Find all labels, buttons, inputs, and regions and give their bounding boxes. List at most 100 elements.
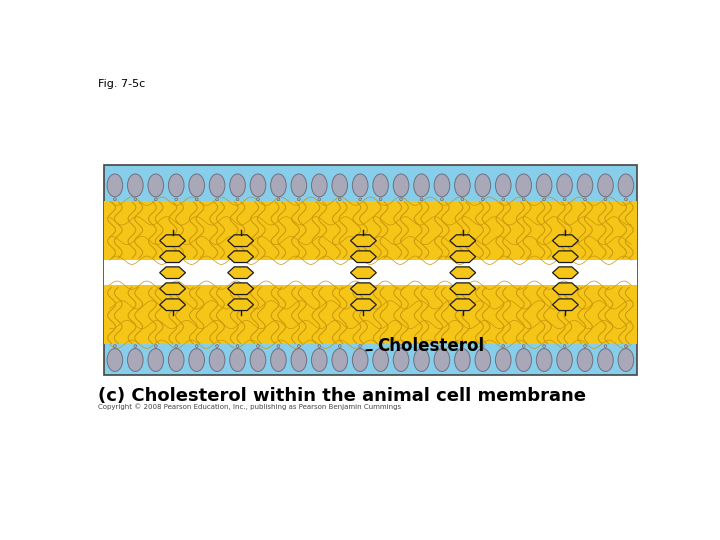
Ellipse shape [189,174,204,197]
Ellipse shape [441,345,444,348]
Ellipse shape [291,349,307,372]
Ellipse shape [230,349,246,372]
Ellipse shape [414,174,429,197]
Ellipse shape [148,174,163,197]
Ellipse shape [338,198,341,201]
Ellipse shape [598,174,613,197]
Ellipse shape [210,174,225,197]
Ellipse shape [352,174,368,197]
Text: Copyright © 2008 Pearson Education, Inc., publishing as Pearson Benjamin Cumming: Copyright © 2008 Pearson Education, Inc.… [99,404,402,410]
Ellipse shape [210,349,225,372]
Ellipse shape [277,198,280,201]
Ellipse shape [134,345,137,348]
Ellipse shape [393,349,409,372]
Polygon shape [552,267,578,279]
Polygon shape [450,251,476,262]
Ellipse shape [373,174,388,197]
Ellipse shape [584,198,586,201]
Ellipse shape [379,198,382,201]
Polygon shape [228,251,253,262]
Ellipse shape [359,198,361,201]
Polygon shape [160,235,186,246]
Ellipse shape [312,349,327,372]
Ellipse shape [461,345,464,348]
Ellipse shape [516,349,531,372]
Ellipse shape [414,349,429,372]
Text: Cholesterol: Cholesterol [366,337,485,355]
Ellipse shape [373,349,388,372]
Polygon shape [160,267,186,279]
Bar [104,285,637,344]
Polygon shape [552,235,578,246]
Ellipse shape [332,174,348,197]
Ellipse shape [168,174,184,197]
Ellipse shape [236,198,239,201]
Ellipse shape [495,174,511,197]
Ellipse shape [291,174,307,197]
Ellipse shape [189,349,204,372]
Ellipse shape [338,345,341,348]
Ellipse shape [598,349,613,372]
Ellipse shape [250,349,266,372]
Ellipse shape [434,174,450,197]
Ellipse shape [441,198,444,201]
Polygon shape [552,283,578,294]
Polygon shape [351,267,377,279]
Polygon shape [351,283,377,294]
Ellipse shape [400,345,402,348]
Ellipse shape [536,349,552,372]
Ellipse shape [318,345,320,348]
Ellipse shape [557,349,572,372]
Ellipse shape [604,198,607,201]
Ellipse shape [216,198,218,201]
Polygon shape [351,251,377,262]
Ellipse shape [482,198,485,201]
Ellipse shape [107,349,122,372]
Ellipse shape [297,198,300,201]
Ellipse shape [522,198,525,201]
Ellipse shape [107,174,122,197]
Ellipse shape [516,174,531,197]
Ellipse shape [502,198,505,201]
Ellipse shape [271,349,287,372]
Ellipse shape [577,349,593,372]
Ellipse shape [154,345,157,348]
Ellipse shape [297,345,300,348]
Bar [104,260,637,285]
Polygon shape [160,299,186,310]
Ellipse shape [577,174,593,197]
Ellipse shape [543,345,546,348]
Polygon shape [552,299,578,310]
Text: (c) Cholesterol within the animal cell membrane: (c) Cholesterol within the animal cell m… [99,387,586,405]
Ellipse shape [563,345,566,348]
Ellipse shape [236,345,239,348]
Ellipse shape [618,349,634,372]
Ellipse shape [522,345,525,348]
Ellipse shape [250,174,266,197]
Ellipse shape [195,345,198,348]
Polygon shape [450,299,476,310]
Ellipse shape [318,198,320,201]
Ellipse shape [332,349,348,372]
Ellipse shape [618,174,634,197]
Ellipse shape [543,198,546,201]
Ellipse shape [175,345,178,348]
FancyBboxPatch shape [104,165,637,375]
Ellipse shape [256,198,259,201]
Ellipse shape [502,345,505,348]
Ellipse shape [563,198,566,201]
Ellipse shape [475,174,490,197]
Polygon shape [160,283,186,294]
Ellipse shape [148,349,163,372]
Text: Fig. 7-5c: Fig. 7-5c [99,79,145,89]
Ellipse shape [536,174,552,197]
Ellipse shape [624,345,627,348]
Ellipse shape [256,345,259,348]
Ellipse shape [175,198,178,201]
Bar [104,201,637,260]
Ellipse shape [127,174,143,197]
Ellipse shape [454,174,470,197]
Ellipse shape [127,349,143,372]
Ellipse shape [604,345,607,348]
Polygon shape [228,299,253,310]
